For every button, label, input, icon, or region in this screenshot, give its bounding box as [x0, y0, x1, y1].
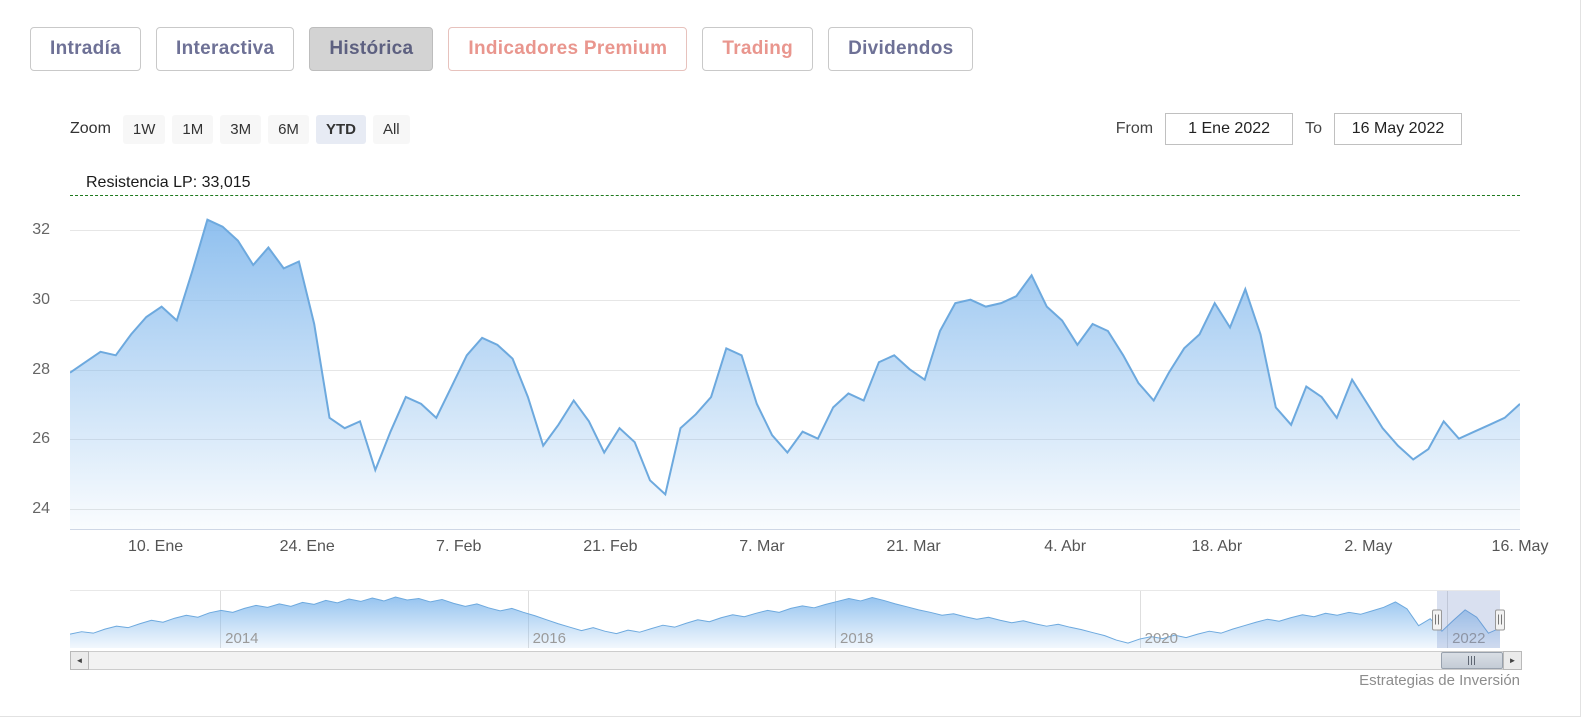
x-axis-label: 18. Abr — [1191, 538, 1243, 555]
y-axis-label: 32 — [32, 221, 50, 239]
from-label: From — [1115, 120, 1154, 137]
price-line — [70, 218, 1520, 497]
navigator-gridline — [1447, 591, 1449, 648]
x-axis-label: 24. Ene — [279, 538, 335, 555]
navigator[interactable]: 2014 2016 2018 2020 2022 — [70, 590, 1505, 648]
navigator-right-handle[interactable] — [1495, 609, 1505, 630]
y-axis-label: 26 — [32, 430, 50, 448]
zoom-label: Zoom — [70, 120, 111, 137]
chart-tabs: Intradía Interactiva Histórica Indicador… — [30, 27, 974, 71]
main-chart-plot[interactable]: Resistencia LP: 33,015 — [70, 174, 1520, 530]
resistance-level-line — [70, 194, 1520, 196]
navigator-area-chart — [70, 596, 1500, 648]
navigator-area-fill — [70, 596, 1500, 648]
tab-trading[interactable]: Trading — [702, 27, 814, 71]
navigator-selected-range[interactable] — [1437, 591, 1500, 648]
navigator-line — [70, 596, 1500, 644]
y-gridline — [70, 369, 1520, 371]
chart-credit: Estrategias de Inversión — [1359, 672, 1520, 689]
tab-historica[interactable]: Histórica — [309, 27, 434, 71]
navigator-year-label: 2018 — [840, 630, 874, 647]
navigator-year-label: 2016 — [532, 630, 566, 647]
navigator-year-label: 2020 — [1144, 630, 1178, 647]
left-arrow-icon: ◄ — [75, 656, 84, 665]
navigator-year-label: 2022 — [1452, 630, 1486, 647]
tab-indicadores-premium[interactable]: Indicadores Premium — [448, 27, 688, 71]
resistance-level-label: Resistencia LP: 33,015 — [86, 173, 251, 191]
zoom-button-ytd[interactable]: YTD — [315, 114, 366, 144]
from-date-input[interactable]: 1 Ene 2022 — [1165, 113, 1294, 145]
x-axis-label: 7. Feb — [436, 538, 482, 555]
y-axis-label: 30 — [32, 291, 50, 308]
tab-interactiva[interactable]: Interactiva — [156, 27, 295, 71]
zoom-button-all[interactable]: All — [372, 114, 410, 144]
to-label: To — [1305, 120, 1322, 137]
x-axis-label: 21. Feb — [583, 538, 638, 555]
x-axis-label: 2. May — [1344, 538, 1393, 555]
zoom-button-1m[interactable]: 1M — [172, 114, 214, 144]
scrollbar-thumb[interactable] — [1440, 652, 1503, 669]
y-axis-label: 28 — [32, 360, 50, 378]
x-axis-label: 21. Mar — [886, 538, 941, 555]
y-axis-label: 24 — [32, 500, 50, 518]
zoom-button-6m[interactable]: 6M — [268, 114, 309, 144]
navigator-gridline — [1139, 591, 1141, 648]
navigator-left-handle[interactable] — [1432, 609, 1443, 630]
y-gridline — [70, 439, 1520, 441]
x-axis-label: 10. Ene — [127, 538, 184, 555]
scroll-right-button[interactable]: ► — [1503, 651, 1522, 670]
scroll-left-button[interactable]: ◄ — [70, 651, 89, 670]
y-gridline — [70, 300, 1520, 301]
y-gridline — [70, 230, 1520, 232]
x-axis-label: 7. Mar — [739, 538, 785, 555]
zoom-button-1w[interactable]: 1W — [122, 114, 166, 144]
x-axis: 10. Ene 24. Ene 7. Feb 21. Feb 7. Mar 21. Mar… — [70, 538, 1548, 560]
right-arrow-icon: ► — [1508, 656, 1517, 665]
tab-dividendos[interactable]: Dividendos — [828, 27, 974, 71]
tab-intradia[interactable]: Intradía — [30, 27, 142, 71]
price-area-chart — [70, 218, 1520, 529]
date-range: From 1 Ene 2022 To 16 May 2022 — [1116, 113, 1462, 145]
handle-grip-icon — [1435, 614, 1437, 625]
x-axis-label: 4. Abr — [1044, 538, 1087, 555]
zoom-button-3m[interactable]: 3M — [220, 114, 262, 144]
range-selector: Zoom 1W 1M 3M 6M YTD All From 1 Ene 2022… — [70, 112, 1520, 146]
y-axis: 24 26 28 30 32 — [0, 185, 62, 530]
handle-grip-icon — [1498, 614, 1499, 625]
chart-scrollbar: ◄ ► — [70, 651, 1522, 670]
x-axis-label: 16. May — [1491, 538, 1549, 555]
navigator-year-label: 2014 — [225, 630, 259, 647]
scrollbar-track[interactable] — [89, 651, 1503, 670]
price-area-fill — [70, 219, 1520, 529]
to-date-input[interactable]: 16 May 2022 — [1334, 113, 1462, 145]
thumb-grip-icon — [1471, 656, 1473, 665]
